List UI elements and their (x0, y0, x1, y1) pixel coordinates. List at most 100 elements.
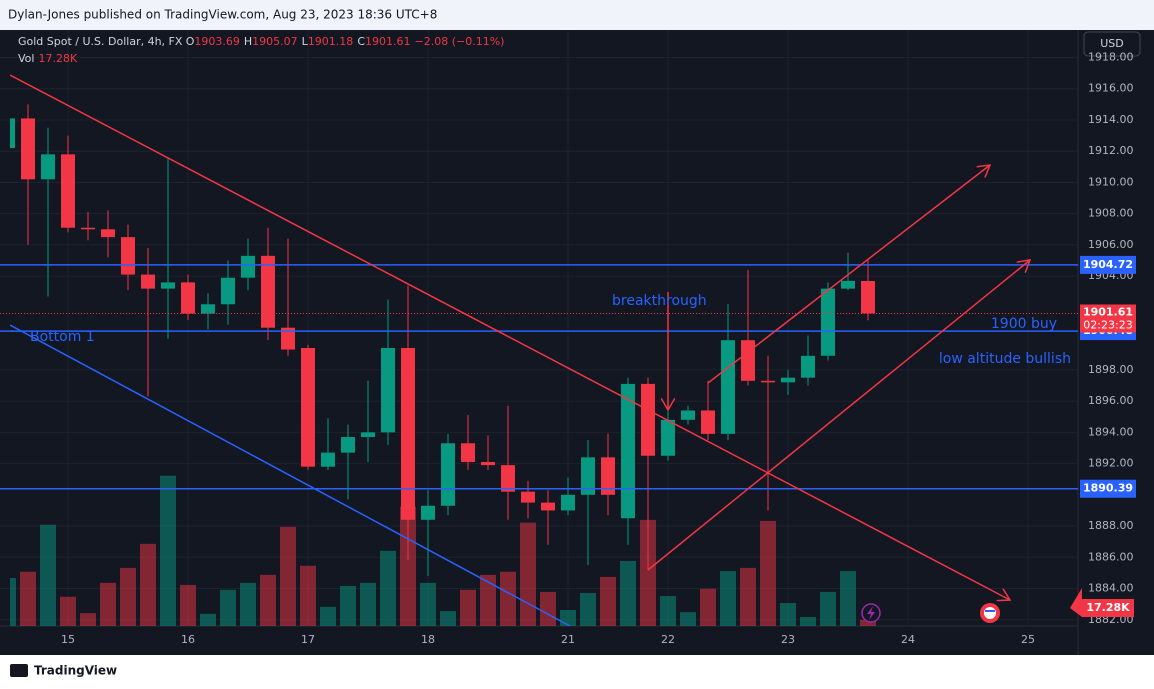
y-tick-label: 1916.00 (1088, 82, 1134, 95)
candle-body (701, 410, 715, 434)
y-tick-label: 1884.00 (1088, 582, 1134, 595)
header: Dylan-Jones published on TradingView.com… (8, 8, 437, 22)
volume-bar (40, 524, 56, 626)
y-tick-label: 1886.00 (1088, 550, 1134, 563)
header-bar (0, 0, 1154, 30)
x-tick-label: 17 (301, 633, 315, 646)
c-label: C (357, 35, 365, 48)
currency-button[interactable] (1083, 31, 1141, 57)
o-label: O (186, 35, 195, 48)
candle-body (341, 437, 355, 453)
volume-bar (160, 475, 176, 626)
candle-body (641, 383, 655, 456)
volume-bar (640, 519, 656, 626)
volume-bar (320, 606, 336, 626)
candle-body (521, 491, 535, 503)
candle-body (10, 118, 15, 149)
candle-body (61, 154, 75, 228)
candle-body (501, 465, 515, 492)
brand-logo (10, 664, 28, 677)
x-tick-label: 21 (561, 633, 575, 646)
legend: Gold Spot / U.S. Dollar, 4h, FX O1903.69 H… (18, 35, 504, 48)
candle-body (321, 452, 335, 467)
volume-bar (440, 611, 456, 626)
volume-bar (80, 613, 96, 626)
volume-bar (340, 585, 356, 626)
y-tick-label: 1888.00 (1088, 519, 1134, 532)
candle-body (721, 340, 735, 434)
y-tick-label: 1898.00 (1088, 363, 1134, 376)
volume-bar (240, 582, 256, 626)
volume-bar (700, 588, 716, 626)
volume-bar (600, 576, 616, 626)
annotation: low altitude bullish (939, 351, 1071, 367)
price-tag (1080, 479, 1136, 498)
volume-bar (780, 603, 796, 626)
candle-body (861, 280, 875, 314)
h-label: H (244, 35, 252, 48)
event-icon (861, 603, 881, 623)
x-tick-label: 23 (781, 633, 795, 646)
c-value: 1901.61 (365, 35, 411, 48)
y-tick-label: 1914.00 (1088, 113, 1134, 126)
price-tag (1080, 255, 1136, 274)
volume-bar (520, 522, 536, 626)
candle-body (201, 304, 215, 314)
candle-body (781, 377, 795, 383)
candle-body (361, 432, 375, 438)
candle-body (121, 237, 135, 275)
volume-bar (720, 571, 736, 626)
volume-tag (1070, 588, 1082, 617)
annotation: 1900 buy (991, 316, 1057, 332)
chart-bg (0, 30, 1154, 655)
candle-body (541, 502, 555, 511)
candle-body (761, 380, 775, 383)
trend-line (707, 165, 990, 384)
l-value: 1901.18 (308, 35, 354, 48)
volume-bar (800, 616, 816, 626)
trend-line (10, 324, 571, 626)
price-tag-label: 1904.72 (1083, 258, 1133, 271)
volume-bar (360, 582, 376, 626)
last-price-label: 1901.61 (1083, 305, 1133, 318)
x-tick-label: 24 (901, 633, 915, 646)
candle-body (241, 255, 255, 278)
volume-bar (740, 567, 756, 626)
volume-bar (580, 592, 596, 626)
y-tick-label: 1896.00 (1088, 394, 1134, 407)
candle-body (81, 227, 95, 230)
volume-bar (460, 589, 476, 626)
candle-body (801, 355, 815, 378)
candle-body (841, 280, 855, 289)
symbol: Gold Spot / U.S. Dollar, 4h, FX (18, 35, 183, 48)
candle-body (601, 457, 615, 495)
volume-bar (620, 560, 636, 626)
currency[interactable]: USD (1100, 37, 1124, 50)
trend-line (10, 74, 1010, 600)
volume-bar (380, 550, 396, 626)
candle-body (41, 154, 55, 180)
change: −2.08 (−0.11%) (415, 35, 505, 48)
annotation: breakthrough (612, 293, 707, 309)
x-tick-label: 22 (661, 633, 675, 646)
trend-line (647, 260, 1030, 571)
candle-body (621, 383, 635, 519)
footer-bar (0, 655, 1154, 689)
countdown: 02:23:23 (1083, 318, 1132, 331)
x-tick-label: 18 (421, 633, 435, 646)
volume-tag (1082, 599, 1134, 617)
candles (10, 104, 875, 577)
grid (0, 30, 1078, 626)
x-tick-label: 16 (181, 633, 195, 646)
candle-body (161, 282, 175, 289)
candle-body (741, 340, 755, 381)
volume-bar (120, 567, 136, 626)
volume-bar (280, 526, 296, 626)
candle-body (461, 443, 475, 463)
y-tick-label: 1892.00 (1088, 457, 1134, 470)
volume-bar (300, 565, 316, 626)
candle-body (821, 288, 835, 356)
y-tick-label: 1894.00 (1088, 425, 1134, 438)
volume-bar (180, 584, 196, 626)
